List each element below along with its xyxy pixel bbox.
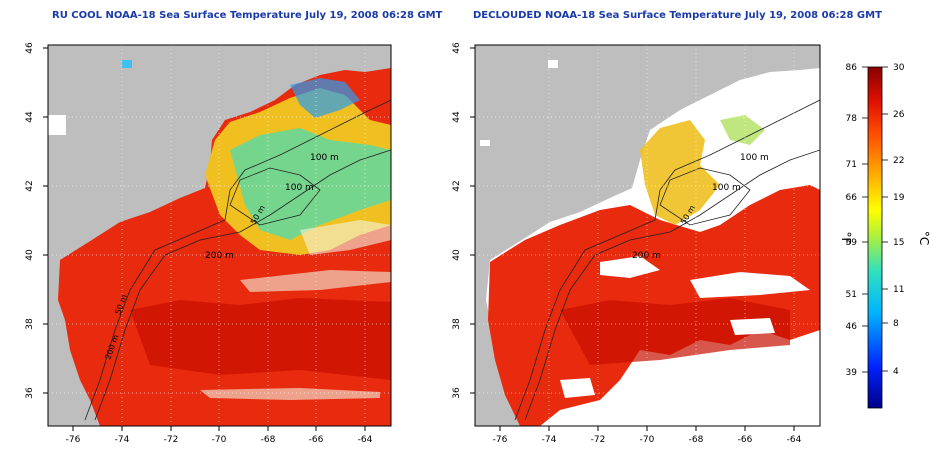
right-panel-title: DECLOUDED NOAA-18 Sea Surface Temperatur… (473, 10, 882, 21)
left-ticks (43, 47, 366, 431)
x-tick-label: -70 (212, 435, 227, 445)
left-y-axis: 46 44 42 40 38 36 (25, 42, 35, 399)
right-x-axis: -76 -74 -72 -70 -68 -66 -64 (493, 435, 802, 445)
colorbar (867, 66, 883, 409)
y-tick-label: 40 (452, 249, 462, 261)
f-tick-label: 66 (846, 193, 858, 203)
x-tick-label: -66 (738, 435, 753, 445)
contour-label: 100 m (310, 153, 339, 163)
fahrenheit-label: °F (839, 232, 853, 245)
bathymetry-contour-gulf (229, 167, 321, 226)
inland-lake (122, 60, 132, 68)
gulf-stream-core (130, 298, 391, 380)
bathymetry-contour-inner (514, 99, 820, 421)
y-tick-label: 38 (452, 318, 462, 330)
x-tick-label: -72 (591, 435, 606, 445)
very-cold-patches (290, 78, 360, 118)
snow-patch (48, 115, 66, 135)
right-map (475, 45, 820, 426)
c-tick-label: 26 (893, 110, 905, 120)
cool-shelf-water (640, 120, 720, 225)
y-tick-label: 44 (25, 111, 35, 123)
f-tick-label: 78 (846, 114, 858, 124)
f-tick-label: 59 (846, 238, 858, 248)
bathymetry-contour-gulf (659, 167, 751, 226)
c-tick-label: 8 (893, 319, 899, 329)
x-tick-label: -70 (640, 435, 655, 445)
f-tick-label: 46 (846, 322, 858, 332)
contour-label: 200 m (632, 251, 661, 261)
celsius-label: °C (917, 231, 931, 245)
x-tick-label: -74 (542, 435, 557, 445)
colorbar-fahrenheit-ticks: 86 78 71 66 59 51 46 39 (846, 63, 858, 378)
f-tick-label: 39 (846, 368, 858, 378)
y-tick-label: 36 (25, 387, 35, 399)
y-tick-label: 38 (25, 318, 35, 330)
x-tick-label: -76 (493, 435, 508, 445)
c-tick-label: 30 (893, 63, 905, 73)
inland-lake (548, 60, 558, 68)
x-tick-label: -66 (309, 435, 324, 445)
f-tick-label: 71 (846, 160, 857, 170)
c-tick-label: 4 (893, 367, 899, 377)
colorbar-ticks (862, 66, 888, 373)
x-tick-label: -68 (261, 435, 276, 445)
y-tick-label: 44 (452, 111, 462, 123)
c-tick-label: 22 (893, 156, 904, 166)
x-tick-label: -76 (66, 435, 81, 445)
y-tick-label: 36 (452, 387, 462, 399)
right-y-axis: 46 44 42 40 38 36 (452, 42, 462, 399)
contour-label: 100 m (285, 183, 314, 193)
colorbar-celsius-ticks: 30 26 22 19 15 11 8 4 (893, 63, 905, 377)
cold-patches (230, 128, 391, 240)
bathymetry-contour-shelf (94, 149, 391, 421)
bathymetry-contour-shelf (524, 149, 820, 421)
x-tick-label: -64 (787, 435, 802, 445)
cool-patches (720, 115, 765, 145)
right-ticks (470, 47, 795, 431)
y-tick-label: 46 (452, 42, 462, 54)
f-tick-label: 51 (846, 290, 857, 300)
left-map (48, 45, 391, 426)
contour-label: 200 m (205, 251, 234, 261)
snow-patch (480, 140, 490, 146)
x-tick-label: -64 (358, 435, 373, 445)
left-panel-title: RU COOL NOAA-18 Sea Surface Temperature … (52, 10, 443, 21)
c-tick-label: 11 (893, 285, 904, 295)
contour-label: 100 m (740, 153, 769, 163)
x-tick-label: -68 (689, 435, 704, 445)
y-tick-label: 42 (25, 180, 35, 191)
c-tick-label: 19 (893, 193, 905, 203)
y-tick-label: 42 (452, 180, 462, 191)
cloud-holes (560, 256, 820, 412)
f-tick-label: 86 (846, 63, 858, 73)
contour-label: 100 m (712, 183, 741, 193)
bathymetry-contour-inner (84, 99, 391, 421)
c-tick-label: 15 (893, 238, 904, 248)
y-tick-label: 46 (25, 42, 35, 54)
graticule (475, 45, 820, 426)
white-cloud-streaks (200, 220, 391, 400)
x-tick-label: -72 (164, 435, 179, 445)
x-tick-label: -74 (115, 435, 130, 445)
y-tick-label: 40 (25, 249, 35, 261)
left-x-axis: -76 -74 -72 -70 -68 -66 -64 (66, 435, 373, 445)
gulf-stream-core (560, 298, 790, 365)
